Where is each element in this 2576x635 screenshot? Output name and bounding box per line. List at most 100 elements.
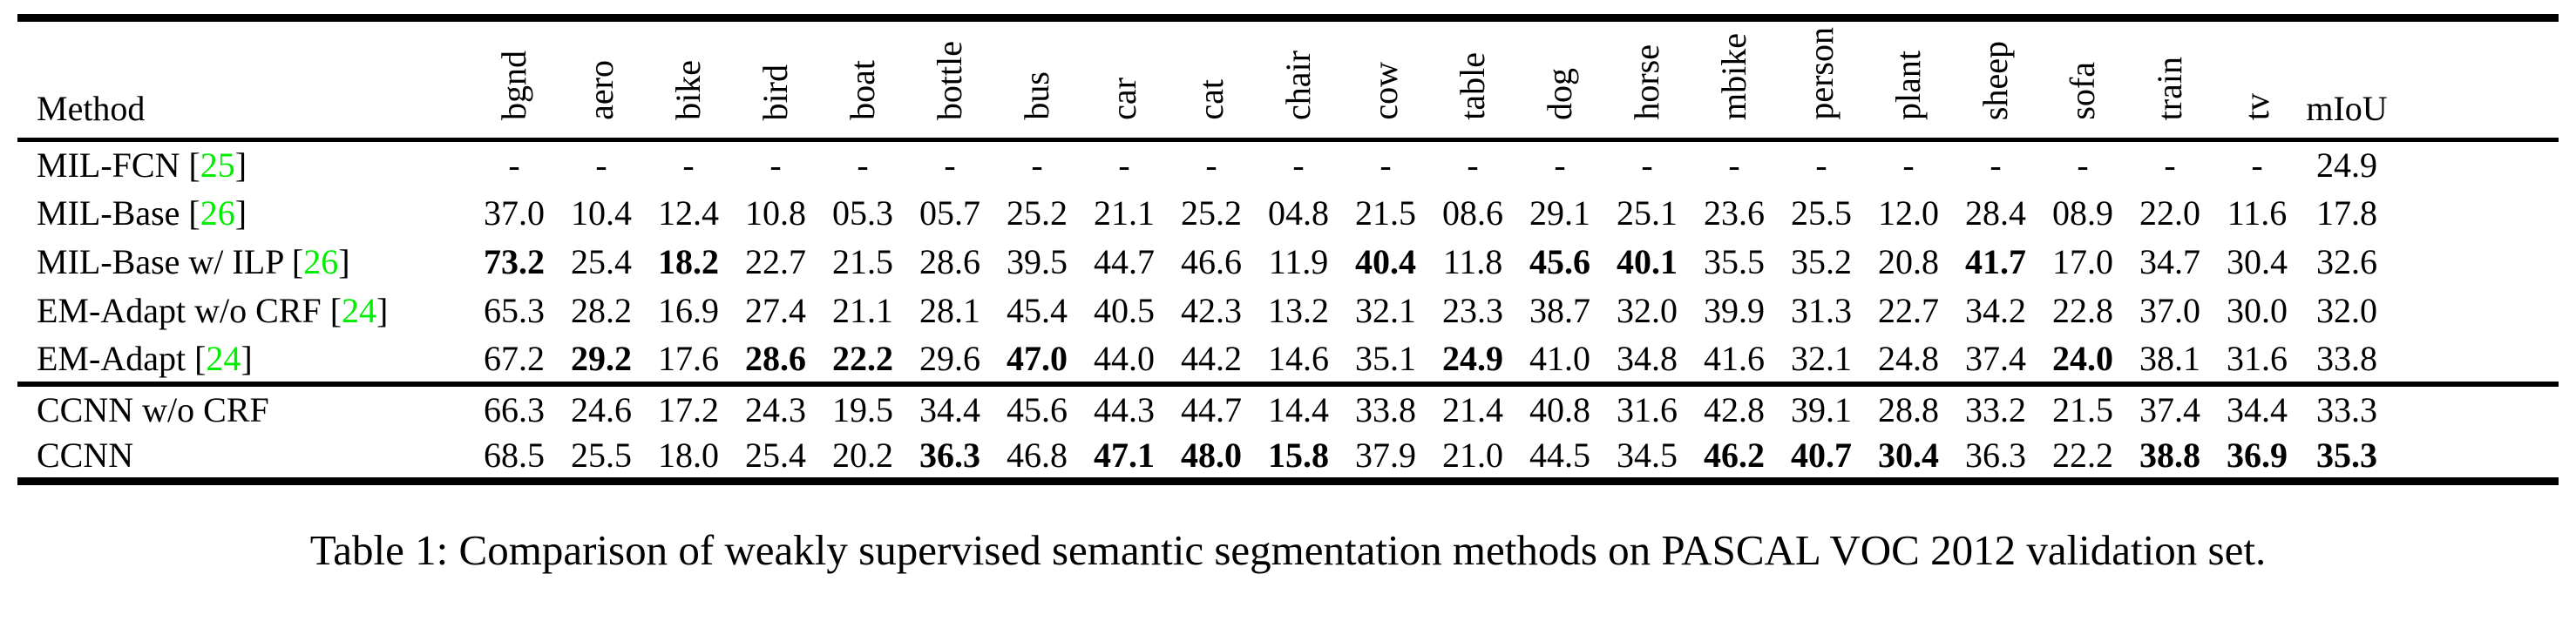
method-name: MIL-Base [26] xyxy=(37,193,247,233)
score-cell: 14.6 xyxy=(1268,338,1329,378)
score-cell: 47.0 xyxy=(1007,338,1068,378)
column-header-bgnd: bgnd xyxy=(471,17,558,142)
score-cell: 42.3 xyxy=(1181,291,1242,330)
score-cell: 36.9 xyxy=(2227,435,2288,475)
score-cell: 20.8 xyxy=(1878,242,1939,281)
score-cell: 35.1 xyxy=(1355,338,1416,378)
score-cell: 39.5 xyxy=(1007,242,1068,281)
citation-link[interactable]: 26 xyxy=(200,193,235,233)
column-header-chair: chair xyxy=(1255,17,1342,142)
score-cell: 37.0 xyxy=(484,193,545,233)
score-cell: 31.6 xyxy=(1617,389,1678,429)
table-body-baselines: MIL-FCN [25] - - - - - - - - - - - - - - - - - - - - -24.9 MIL… xyxy=(17,140,2559,384)
score-cell: 31.3 xyxy=(1791,291,1852,330)
citation-link[interactable]: 24 xyxy=(342,291,377,330)
score-cell: 65.3 xyxy=(484,291,545,330)
table-row: MIL-Base w/ ILP [26] 73.2 25.4 18.2 22.7 21.5… xyxy=(17,238,2559,287)
column-header-mbike: mbike xyxy=(1691,17,1778,142)
table-row: EM-Adapt [24] 67.2 29.2 17.6 28.6 22.2 29.6 47.… xyxy=(17,335,2559,384)
score-cell: 17.0 xyxy=(2052,242,2113,281)
score-cell: 66.3 xyxy=(484,389,545,429)
score-cell: - xyxy=(1467,145,1479,186)
score-cell: 32.1 xyxy=(1791,338,1852,378)
score-cell: 30.0 xyxy=(2227,291,2288,330)
column-header-cow: cow xyxy=(1342,17,1429,142)
score-cell: 36.3 xyxy=(1965,435,2026,475)
score-cell: - xyxy=(1990,145,2002,186)
citation-link[interactable]: 25 xyxy=(200,145,235,186)
column-header-plant: plant xyxy=(1865,17,1952,142)
miou-value: 35.3 xyxy=(2316,435,2377,475)
method-name: CCNN w/o CRF xyxy=(37,389,269,429)
score-cell: 28.2 xyxy=(571,291,632,330)
score-cell: 30.4 xyxy=(1878,435,1939,475)
column-header-dog: dog xyxy=(1516,17,1603,142)
score-cell: 28.1 xyxy=(919,291,980,330)
rotated-column-label: dog xyxy=(1540,68,1579,120)
score-cell: 37.0 xyxy=(2139,291,2200,330)
column-header-cat: cat xyxy=(1168,17,1255,142)
score-cell: 34.4 xyxy=(919,389,980,429)
score-cell: 11.8 xyxy=(1442,242,1503,281)
rotated-column-label: bgnd xyxy=(494,51,533,120)
score-cell: 24.3 xyxy=(745,389,806,429)
score-cell: 37.9 xyxy=(1355,435,1416,475)
score-cell: 21.1 xyxy=(1094,193,1155,233)
score-cell: 32.1 xyxy=(1355,291,1416,330)
miou-value: 33.8 xyxy=(2316,338,2377,378)
score-cell: 34.2 xyxy=(1965,291,2026,330)
score-cell: 29.6 xyxy=(919,338,980,378)
score-cell: 34.4 xyxy=(2227,389,2288,429)
score-cell: 21.1 xyxy=(832,291,893,330)
score-cell: 33.2 xyxy=(1965,389,2026,429)
score-cell: 38.1 xyxy=(2139,338,2200,378)
results-table: Method bgnd aero bike bird boat bottle bus car ca… xyxy=(17,14,2559,485)
score-cell: 34.7 xyxy=(2139,242,2200,281)
score-cell: 22.2 xyxy=(832,338,893,378)
score-cell: 44.7 xyxy=(1181,389,1242,429)
score-cell: 38.8 xyxy=(2139,435,2200,475)
method-name: EM-Adapt [24] xyxy=(37,338,253,378)
score-cell: 23.6 xyxy=(1704,193,1765,233)
score-cell: 40.1 xyxy=(1617,242,1678,281)
score-cell: 13.2 xyxy=(1268,291,1329,330)
score-cell: 32.0 xyxy=(1617,291,1678,330)
rotated-column-label: plant xyxy=(1888,51,1928,120)
score-cell: 05.7 xyxy=(919,193,980,233)
score-cell: 46.6 xyxy=(1181,242,1242,281)
score-cell: 22.0 xyxy=(2139,193,2200,233)
column-header-boat: boat xyxy=(819,17,906,142)
score-cell: 48.0 xyxy=(1181,435,1242,475)
column-header-horse: horse xyxy=(1603,17,1691,142)
score-cell: 41.0 xyxy=(1529,338,1590,378)
column-header-train: train xyxy=(2126,17,2213,142)
score-cell: 25.2 xyxy=(1007,193,1068,233)
score-cell: 22.8 xyxy=(2052,291,2113,330)
score-cell: 25.2 xyxy=(1181,193,1242,233)
score-cell: 14.4 xyxy=(1268,389,1329,429)
score-cell: - xyxy=(769,145,782,186)
score-cell: - xyxy=(508,145,520,186)
rotated-column-label: bike xyxy=(668,60,708,120)
column-header-sheep: sheep xyxy=(1952,17,2039,142)
score-cell: 25.5 xyxy=(571,435,632,475)
score-cell: 08.9 xyxy=(2052,193,2113,233)
score-cell: - xyxy=(944,145,956,186)
score-cell: 28.4 xyxy=(1965,193,2026,233)
score-cell: - xyxy=(1118,145,1130,186)
column-header-table: table xyxy=(1429,17,1516,142)
score-cell: 23.3 xyxy=(1442,291,1503,330)
citation-link[interactable]: 24 xyxy=(206,338,241,378)
score-cell: 21.0 xyxy=(1442,435,1503,475)
score-cell: 29.1 xyxy=(1529,193,1590,233)
score-cell: 40.4 xyxy=(1355,242,1416,281)
miou-value: 32.6 xyxy=(2316,242,2377,281)
score-cell: - xyxy=(2164,145,2176,186)
column-header-bottle: bottle xyxy=(906,17,993,142)
score-cell: 21.5 xyxy=(832,242,893,281)
rotated-column-label: sheep xyxy=(1976,40,2015,120)
score-cell: 20.2 xyxy=(832,435,893,475)
table-row: MIL-FCN [25] - - - - - - - - - - - - - - - - - - - - - 24.9 xyxy=(17,140,2559,189)
score-cell: 25.4 xyxy=(571,242,632,281)
citation-link[interactable]: 26 xyxy=(303,242,339,281)
